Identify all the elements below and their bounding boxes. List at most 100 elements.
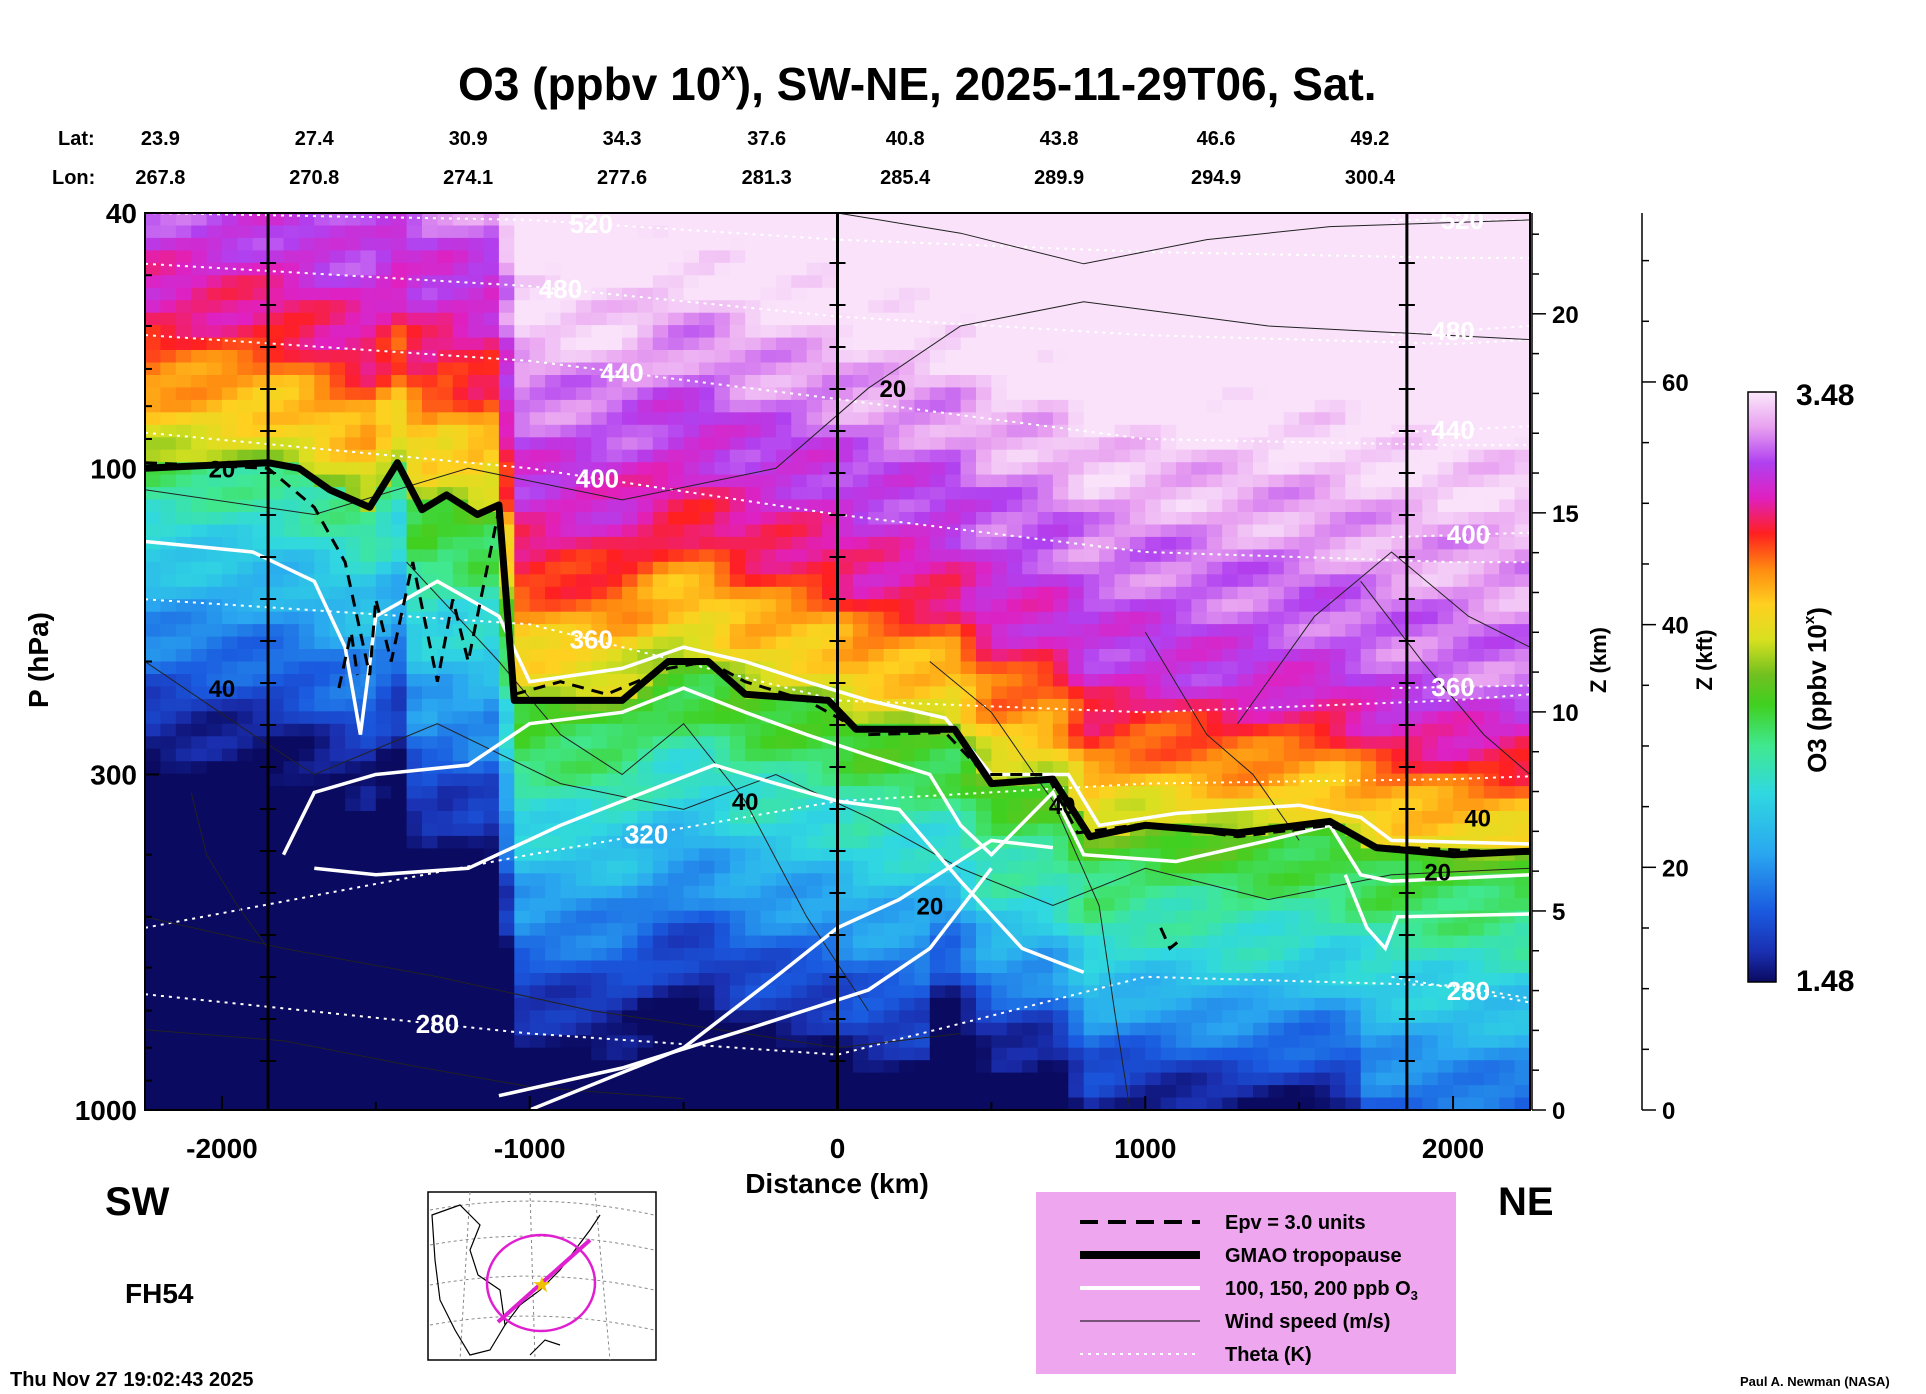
heatmap-cell xyxy=(406,686,423,700)
heatmap-cell xyxy=(252,1072,269,1086)
heatmap-cell xyxy=(237,399,254,414)
heatmap-cell xyxy=(498,275,516,289)
heatmap-cell xyxy=(914,237,931,252)
heatmap-cell xyxy=(760,698,777,713)
heatmap-cell xyxy=(652,387,669,401)
heatmap-cell xyxy=(991,997,1008,1012)
heatmap-cell xyxy=(560,225,577,239)
heatmap-cell xyxy=(976,574,993,588)
heatmap-cell xyxy=(791,798,808,812)
heatmap-cell xyxy=(406,437,423,451)
heatmap-cell xyxy=(591,499,608,513)
heatmap-cell xyxy=(652,674,669,688)
heatmap-cell xyxy=(1099,611,1116,625)
heatmap-cell xyxy=(545,250,562,264)
heatmap-cell xyxy=(268,761,285,775)
heatmap-cell xyxy=(221,636,239,650)
heatmap-cell xyxy=(468,973,485,987)
heatmap-cell xyxy=(145,399,162,414)
heatmap-cell xyxy=(714,375,731,389)
heatmap-cell xyxy=(1068,375,1085,389)
heatmap-cell xyxy=(822,1097,839,1110)
heatmap-cell xyxy=(360,985,377,999)
heatmap-cell xyxy=(929,960,946,974)
heatmap-cell xyxy=(237,1010,254,1024)
heatmap-cell xyxy=(606,960,623,974)
heatmap-cell xyxy=(683,237,700,252)
heatmap-cell xyxy=(252,960,269,974)
heatmap-cell xyxy=(760,973,777,987)
heatmap-cell xyxy=(914,574,931,588)
heatmap-cell xyxy=(422,773,439,787)
heatmap-cell xyxy=(1006,948,1023,962)
heatmap-cell xyxy=(298,549,316,563)
heatmap-cell xyxy=(960,474,977,488)
heatmap-cell xyxy=(452,736,469,750)
heatmap-cell xyxy=(837,773,854,787)
heatmap-cell xyxy=(714,362,731,376)
heatmap-cell xyxy=(437,237,454,252)
heatmap-cell xyxy=(1052,536,1070,551)
heatmap-cell xyxy=(760,237,777,252)
heatmap-cell xyxy=(606,898,623,912)
heatmap-cell xyxy=(422,549,439,563)
heatmap-cell xyxy=(221,960,239,974)
heatmap-cell xyxy=(868,225,885,239)
heatmap-cell xyxy=(514,898,531,912)
heatmap-cell xyxy=(468,262,485,277)
heatmap-cell xyxy=(837,611,854,625)
heatmap-cell xyxy=(1022,873,1039,887)
heatmap-cell xyxy=(775,350,793,364)
heatmap-cell xyxy=(1191,748,1208,762)
heatmap-cell xyxy=(1068,1047,1085,1061)
heatmap-cell xyxy=(391,649,408,663)
heatmap-cell xyxy=(160,362,177,376)
heatmap-cell xyxy=(175,337,192,351)
heatmap-cell xyxy=(606,1047,623,1061)
heatmap-cell xyxy=(406,1097,423,1110)
heatmap-cell xyxy=(268,823,285,837)
heatmap-cell xyxy=(345,337,362,351)
heatmap-cell xyxy=(1022,860,1039,875)
heatmap-cell xyxy=(622,898,639,912)
heatmap-cell xyxy=(1191,549,1208,563)
heatmap-cell xyxy=(868,923,885,937)
heatmap-cell xyxy=(699,1085,716,1099)
heatmap-cell xyxy=(545,262,562,277)
heatmap-cell xyxy=(606,237,623,252)
heatmap-cell xyxy=(191,860,208,875)
heatmap-cell xyxy=(468,948,485,962)
heatmap-cell xyxy=(683,1047,700,1061)
heatmap-cell xyxy=(775,449,793,463)
heatmap-cell xyxy=(391,773,408,787)
heatmap-cell xyxy=(329,748,346,762)
heatmap-cell xyxy=(237,811,254,825)
heatmap-cell xyxy=(1191,611,1208,625)
heatmap-cell xyxy=(1037,549,1054,563)
heatmap-cell xyxy=(683,449,700,463)
heatmap-cell xyxy=(406,287,423,302)
heatmap-cell xyxy=(1083,287,1100,302)
heatmap-cell xyxy=(175,424,192,439)
heatmap-cell xyxy=(529,910,546,924)
heatmap-cell xyxy=(1068,761,1085,775)
heatmap-cell xyxy=(883,1097,900,1110)
heatmap-cell xyxy=(976,935,993,949)
heatmap-cell xyxy=(822,362,839,376)
heatmap-cell xyxy=(729,935,746,949)
heatmap-cell xyxy=(837,661,854,675)
heatmap-cell xyxy=(760,960,777,974)
heatmap-cell xyxy=(1099,798,1116,812)
heatmap-cell xyxy=(283,811,300,825)
heatmap-cell xyxy=(883,524,900,538)
heatmap-cell xyxy=(899,250,916,264)
heatmap-cell xyxy=(514,449,531,463)
heatmap-cell xyxy=(591,1047,608,1061)
heatmap-cell xyxy=(960,549,977,563)
heatmap-cell xyxy=(1052,910,1070,924)
heatmap-cell xyxy=(221,997,239,1012)
heatmap-cell xyxy=(837,337,854,351)
heatmap-cell xyxy=(791,1072,808,1086)
heatmap-cell xyxy=(468,1072,485,1086)
heatmap-cell xyxy=(345,1010,362,1024)
